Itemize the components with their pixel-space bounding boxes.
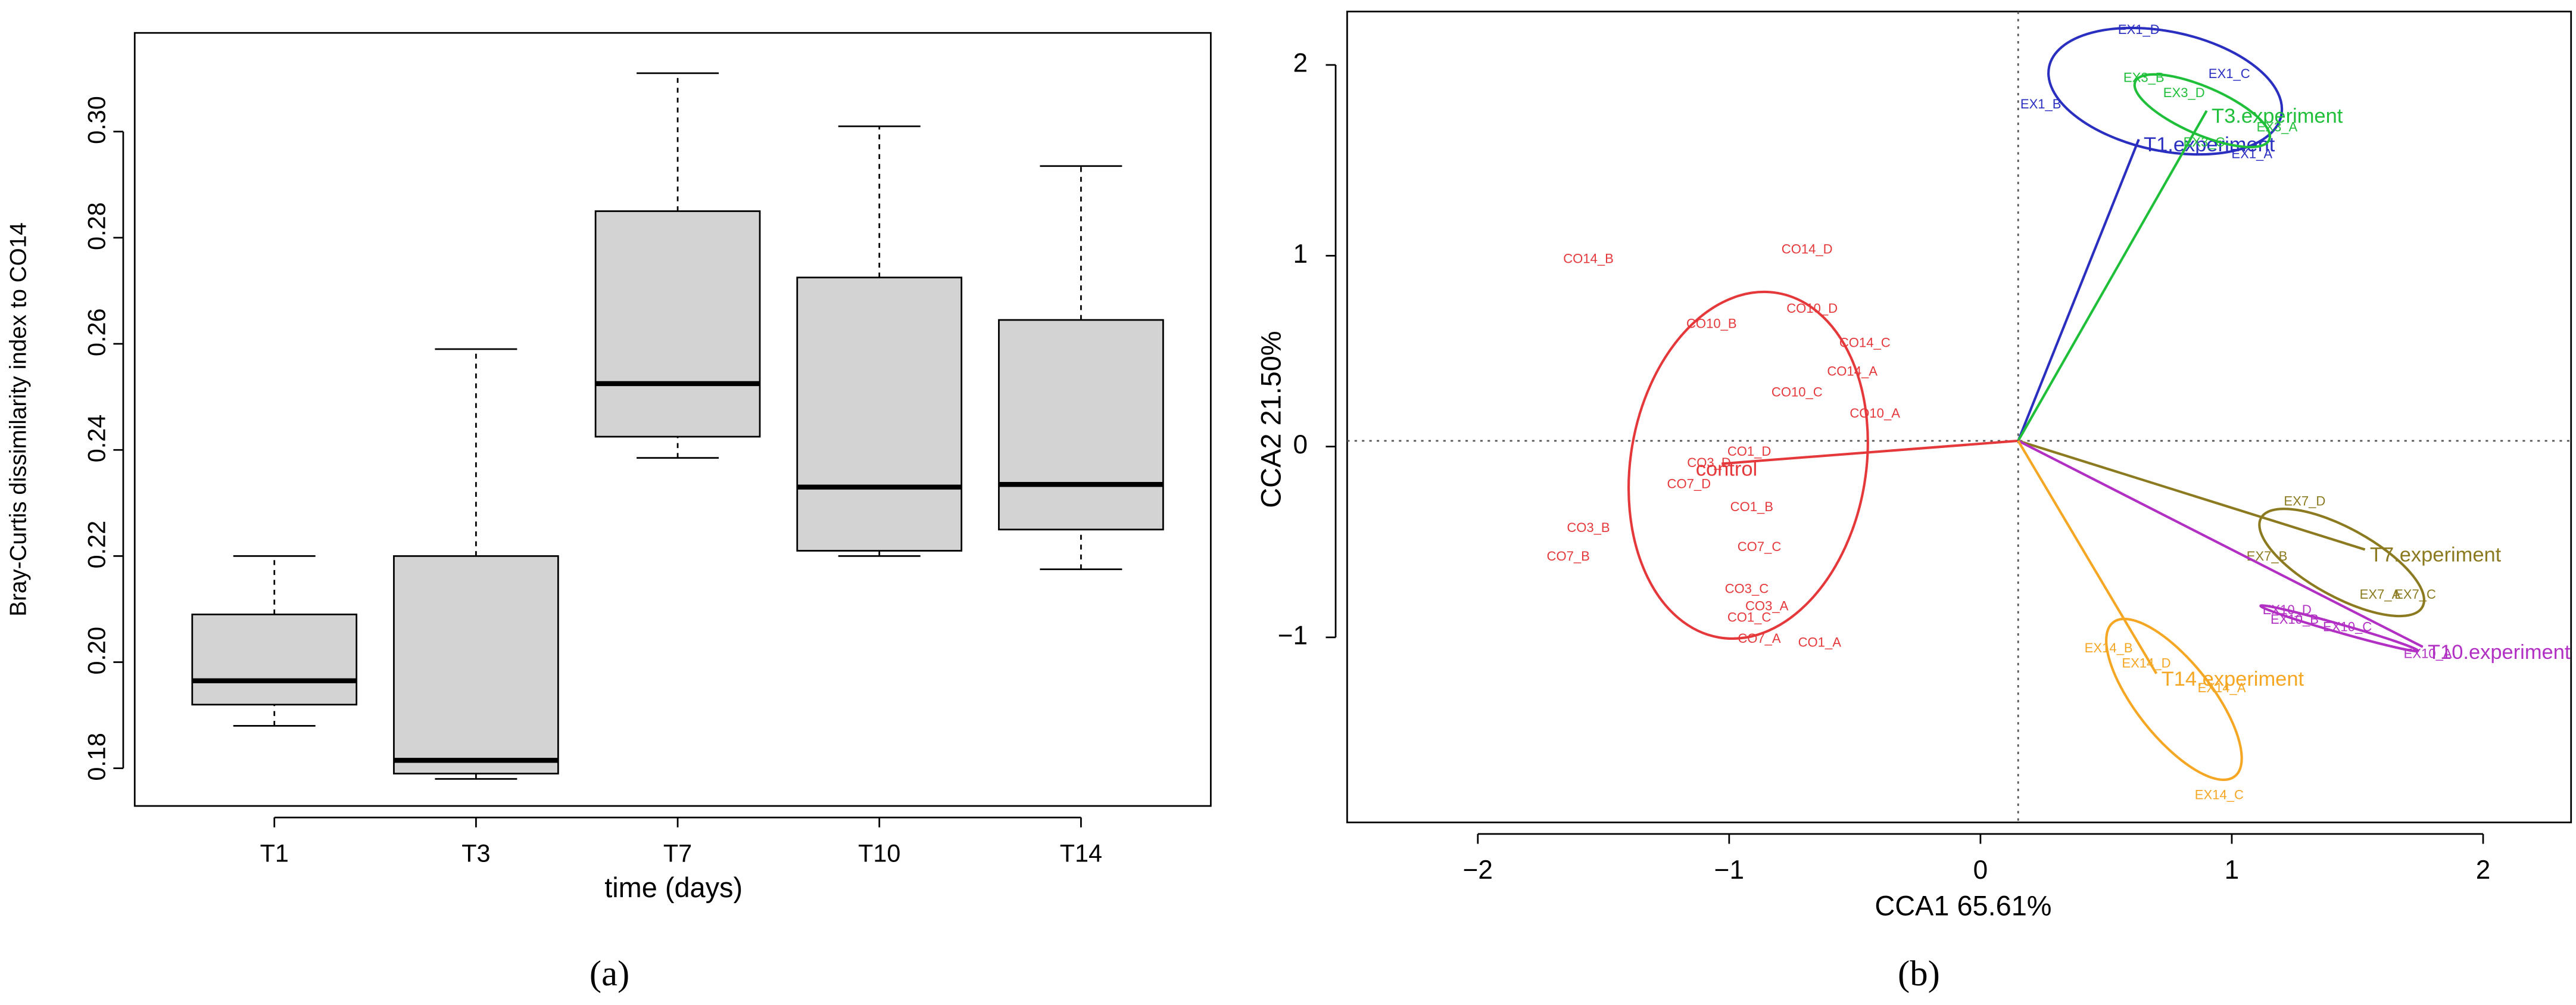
x-axis-label: time (days)	[604, 872, 743, 903]
sample-label: EX1_D	[2118, 22, 2160, 37]
sample-label: EX10_D	[2263, 602, 2312, 617]
group-label: T1.experiment	[2144, 133, 2275, 156]
group-label: T10.experiment	[2428, 641, 2571, 664]
box	[998, 319, 1164, 531]
y-tick-label: 0.28	[83, 202, 110, 250]
sample-label: EX3_B	[2123, 70, 2165, 85]
x-tick-label: T3	[461, 840, 490, 867]
y-tick-label: 0	[1293, 430, 1308, 459]
sample-label: CO1_B	[1730, 499, 1773, 514]
box	[191, 614, 358, 706]
sample-label: CO1_C	[1727, 610, 1772, 625]
y-tick-label: 2	[1293, 49, 1308, 78]
sample-label: CO3_B	[1567, 520, 1610, 535]
centroid-arrow	[2017, 439, 2366, 551]
sample-label: EX3_C	[2184, 135, 2225, 150]
sample-label: EX14_C	[2195, 788, 2244, 802]
group-ellipse	[2047, 26, 2284, 156]
sample-label: CO3_A	[1745, 598, 1789, 613]
y-tick-label: 0.18	[83, 733, 110, 781]
sample-label: EX1_C	[2209, 66, 2250, 81]
x-tick-label: T14	[1060, 840, 1102, 867]
x-axis-label: CCA1 65.61%	[1875, 890, 2051, 921]
sample-label: EX1_B	[2020, 97, 2062, 111]
plot-frame	[133, 32, 1212, 807]
sample-label: EX10_A	[2404, 646, 2452, 661]
centroid-arrow	[2017, 440, 2424, 648]
sample-label: CO10_B	[1686, 316, 1737, 331]
sample-label: EX3_A	[2257, 120, 2298, 135]
sample-label: CO3_D	[1687, 455, 1731, 470]
y-tick-label: 0.26	[83, 309, 110, 357]
box	[594, 210, 761, 438]
centroid-arrow	[1722, 439, 2019, 465]
x-tick-label: T1	[260, 840, 289, 867]
x-tick-label: −1	[1714, 855, 1744, 885]
sample-label: EX7_A	[2360, 587, 2401, 602]
y-tick-label: 0.24	[83, 415, 110, 463]
sample-label: EX1_A	[2231, 146, 2272, 161]
x-tick-label: −2	[1463, 855, 1493, 885]
centroid-arrow	[2017, 110, 2208, 441]
group-ellipse	[2259, 604, 2419, 653]
box	[393, 555, 559, 774]
x-tick-label: T7	[663, 840, 692, 867]
sample-label: EX7_C	[2394, 587, 2436, 602]
sample-label: EX14_B	[2085, 640, 2133, 655]
group-ellipse	[1627, 290, 1869, 640]
x-tick-label: 1	[2225, 855, 2240, 885]
x-tick-label: T10	[858, 840, 900, 867]
caption: (b)	[1898, 954, 1940, 994]
sample-label: CO14_A	[1827, 363, 1878, 378]
sample-label: EX14_A	[2198, 680, 2246, 695]
group-label: T7.experiment	[2370, 544, 2502, 567]
sample-label: CO3_C	[1725, 581, 1769, 596]
y-tick-label: 0.20	[83, 627, 110, 675]
group-ellipse	[2105, 617, 2243, 781]
group-label: T14.experiment	[2162, 668, 2304, 690]
sample-label: CO1_A	[1798, 634, 1842, 649]
group-label: T3.experiment	[2212, 105, 2343, 127]
sample-label: EX7_D	[2284, 493, 2325, 508]
sample-label: CO10_C	[1772, 385, 1823, 400]
sample-label: CO7_A	[1738, 631, 1781, 646]
sample-label: EX14_D	[2122, 656, 2170, 671]
sample-label: EX3_D	[2163, 85, 2205, 100]
sample-label: CO14_C	[1839, 335, 1891, 350]
sample-label: CO14_D	[1782, 242, 1833, 257]
y-tick-label: −1	[1278, 621, 1308, 650]
sample-label: CO7_C	[1738, 539, 1782, 554]
sample-label: CO1_D	[1727, 444, 1772, 459]
sample-label: CO7_D	[1667, 476, 1711, 491]
centroid-arrow	[2017, 440, 2158, 674]
x-tick-label: 0	[1973, 855, 1988, 885]
x-tick-label: 2	[2476, 855, 2491, 885]
y-tick-label: 1	[1293, 239, 1308, 269]
caption: (a)	[590, 954, 629, 994]
sample-label: CO7_B	[1547, 549, 1590, 564]
y-axis-label: Bray-Curtis dissimilarity index to CO14	[5, 222, 31, 616]
box	[796, 276, 963, 552]
sample-label: CO10_D	[1786, 301, 1838, 316]
sample-label: CO14_B	[1563, 251, 1614, 266]
centroid-arrow	[2017, 139, 2140, 441]
sample-label: CO10_A	[1850, 406, 1900, 421]
sample-label: EX10_B	[2271, 612, 2319, 627]
y-axis-label: CCA2 21.50%	[1256, 331, 1287, 508]
plot-frame	[1346, 10, 2572, 823]
sample-label: EX10_C	[2323, 620, 2372, 634]
y-tick-label: 0.30	[83, 96, 110, 144]
y-tick-label: 0.22	[83, 521, 110, 569]
group-label: control	[1696, 458, 1757, 481]
